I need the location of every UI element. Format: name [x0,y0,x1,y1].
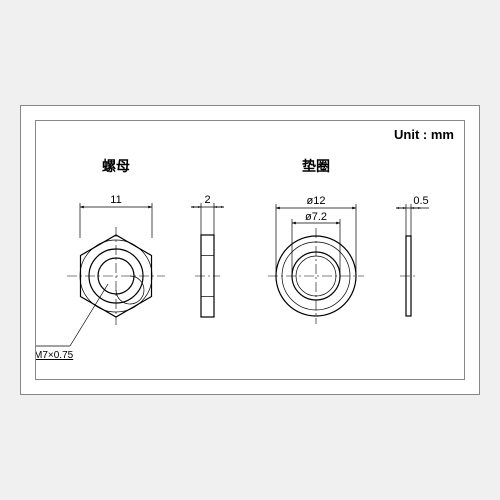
unit-label: Unit : mm [394,127,454,142]
svg-text:M7×0.75: M7×0.75 [36,350,74,361]
svg-text:11: 11 [110,194,121,206]
svg-text:ø12: ø12 [307,195,326,207]
nut-title: 螺母 [91,156,141,176]
svg-text:ø7.2: ø7.2 [305,211,327,223]
svg-text:0.5: 0.5 [413,195,428,207]
svg-text:2: 2 [204,194,210,206]
washer-title: 垫圈 [291,156,341,176]
drawing-inner-frame: Unit : mm 螺母 垫圈 11 M7×0.75 2 ø12 ø7.2 0.5 [35,120,465,380]
drawing-outer-frame: Unit : mm 螺母 垫圈 11 M7×0.75 2 ø12 ø7.2 0.5 [20,105,480,395]
